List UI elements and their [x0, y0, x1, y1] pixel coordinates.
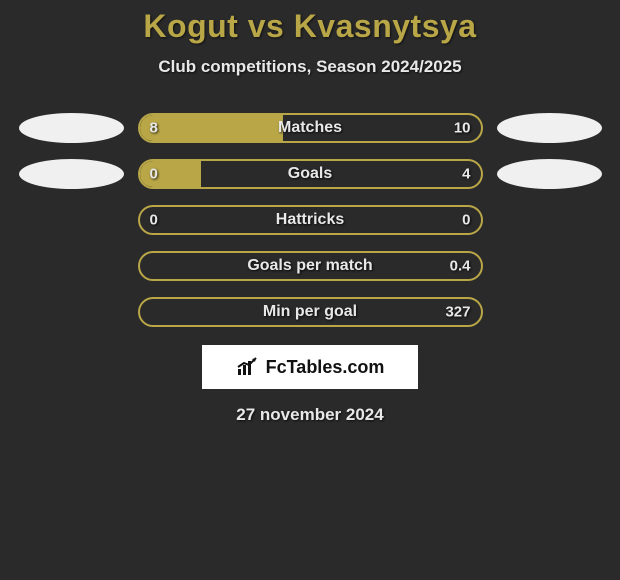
stat-label: Goals per match [247, 257, 372, 275]
stat-row: 8 Matches 10 [0, 113, 620, 143]
stat-label: Min per goal [263, 303, 357, 321]
subtitle: Club competitions, Season 2024/2025 [0, 57, 620, 77]
stat-bar: 0 Hattricks 0 [138, 205, 483, 235]
stat-row: Min per goal 327 [0, 297, 620, 327]
stat-bar: 0 Goals 4 [138, 159, 483, 189]
date-label: 27 november 2024 [0, 405, 620, 425]
comparison-infographic: Kogut vs Kvasnytsya Club competitions, S… [0, 0, 620, 425]
stat-right-value: 327 [445, 304, 470, 321]
player-right-oval [497, 113, 602, 143]
stat-left-value: 0 [150, 166, 158, 183]
stats-rows: 8 Matches 10 0 Goals 4 0 Hattricks 0 [0, 113, 620, 327]
chart-icon [236, 357, 260, 377]
logo: FcTables.com [202, 345, 418, 389]
stat-row: 0 Goals 4 [0, 159, 620, 189]
stat-right-value: 0 [462, 212, 470, 229]
stat-row: 0 Hattricks 0 [0, 205, 620, 235]
stat-right-value: 0.4 [450, 258, 471, 275]
logo-text: FcTables.com [266, 357, 385, 378]
bar-fill-left [140, 115, 283, 141]
page-title: Kogut vs Kvasnytsya [0, 8, 620, 45]
player-right-oval [497, 159, 602, 189]
stat-bar: Goals per match 0.4 [138, 251, 483, 281]
stat-label: Hattricks [276, 211, 344, 229]
stat-row: Goals per match 0.4 [0, 251, 620, 281]
stat-left-value: 0 [150, 212, 158, 229]
stat-bar: 8 Matches 10 [138, 113, 483, 143]
player-left-oval [19, 159, 124, 189]
stat-label: Matches [278, 119, 342, 137]
stat-right-value: 10 [454, 120, 471, 137]
stat-left-value: 8 [150, 120, 158, 137]
stat-label: Goals [288, 165, 332, 183]
player-left-oval [19, 113, 124, 143]
stat-bar: Min per goal 327 [138, 297, 483, 327]
stat-right-value: 4 [462, 166, 470, 183]
